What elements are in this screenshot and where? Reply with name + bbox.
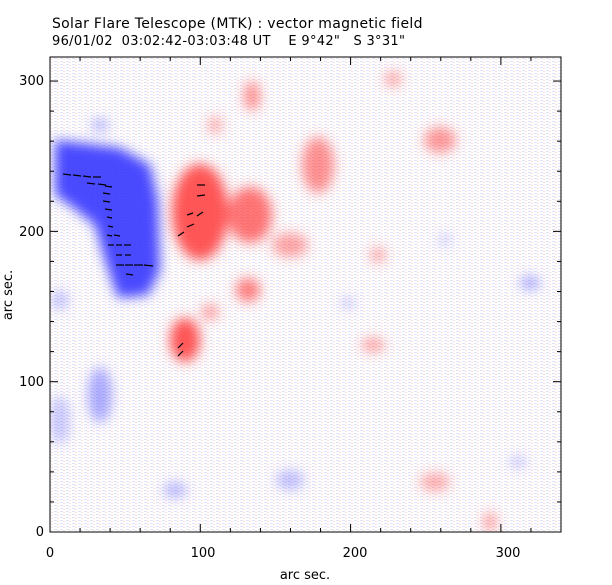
magnetogram-image xyxy=(50,57,561,532)
y-tick-label: 0 xyxy=(36,525,44,540)
plot-frame xyxy=(49,56,562,533)
y-axis-label: arc sec. xyxy=(1,270,16,320)
x-axis xyxy=(49,57,562,532)
observation-info: 96/01/02 03:02:42-03:03:48 UT E 9°42" S … xyxy=(52,34,406,49)
y-tick-label: 200 xyxy=(19,225,44,240)
x-axis-label: arc sec. xyxy=(280,568,330,583)
y-tick-label: 100 xyxy=(19,375,44,390)
y-tick-label: 300 xyxy=(19,74,44,89)
x-tick-label: 100 xyxy=(191,546,216,561)
negative-polarity-region xyxy=(55,140,160,298)
transverse-field-vectors xyxy=(62,173,206,357)
positive-polarity-region xyxy=(170,71,496,532)
x-tick-label: 300 xyxy=(496,546,521,561)
x-tick-label: 200 xyxy=(343,546,368,561)
page-title: Solar Flare Telescope (MTK) : vector mag… xyxy=(52,16,423,32)
negative-polarity-weak xyxy=(50,119,540,498)
x-tick-label: 0 xyxy=(46,546,54,561)
y-axis xyxy=(50,80,561,533)
